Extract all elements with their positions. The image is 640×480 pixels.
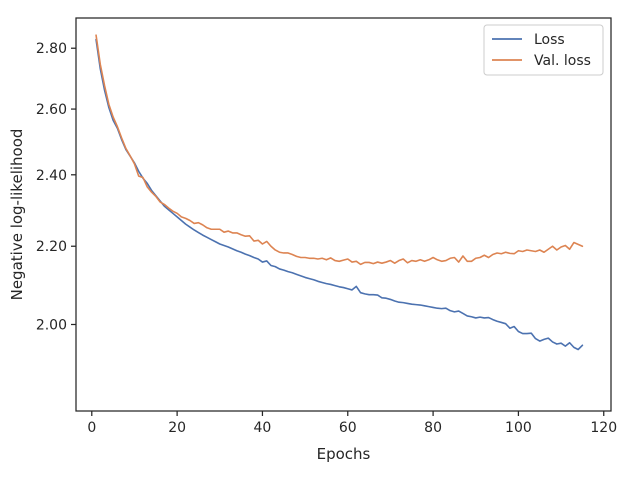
x-tick-label: 80 — [424, 420, 442, 436]
y-tick-label: 2.00 — [36, 317, 67, 333]
legend-label-val-loss: Val. loss — [534, 53, 591, 69]
legend-box — [483, 24, 604, 76]
y-tick-label: 2.40 — [36, 168, 67, 184]
x-tick-label: 100 — [505, 420, 532, 436]
y-axis-label: Negative log-likelihood — [8, 129, 26, 301]
series-layer — [95, 34, 584, 351]
plot-frame — [75, 17, 612, 412]
y-tick-label: 2.80 — [36, 41, 67, 57]
x-tick-label: 60 — [339, 420, 357, 436]
series-line-loss — [95, 38, 584, 351]
y-tick-label: 2.20 — [36, 239, 67, 255]
x-tick-label: 120 — [590, 420, 617, 436]
x-tick-label: 0 — [87, 420, 96, 436]
y-tick-label: 2.60 — [36, 102, 67, 118]
legend: Loss Val. loss — [483, 24, 604, 76]
series-line-val-loss — [95, 34, 584, 266]
x-tick-label: 40 — [254, 420, 272, 436]
x-tick-label: 20 — [168, 420, 186, 436]
x-axis-label: Epochs — [317, 445, 371, 463]
x-axis-ticks: 0 20 40 60 80 100 120 — [87, 411, 617, 436]
legend-label-loss: Loss — [534, 32, 565, 48]
y-axis-ticks: 2.00 2.20 2.40 2.60 2.80 — [36, 41, 76, 333]
